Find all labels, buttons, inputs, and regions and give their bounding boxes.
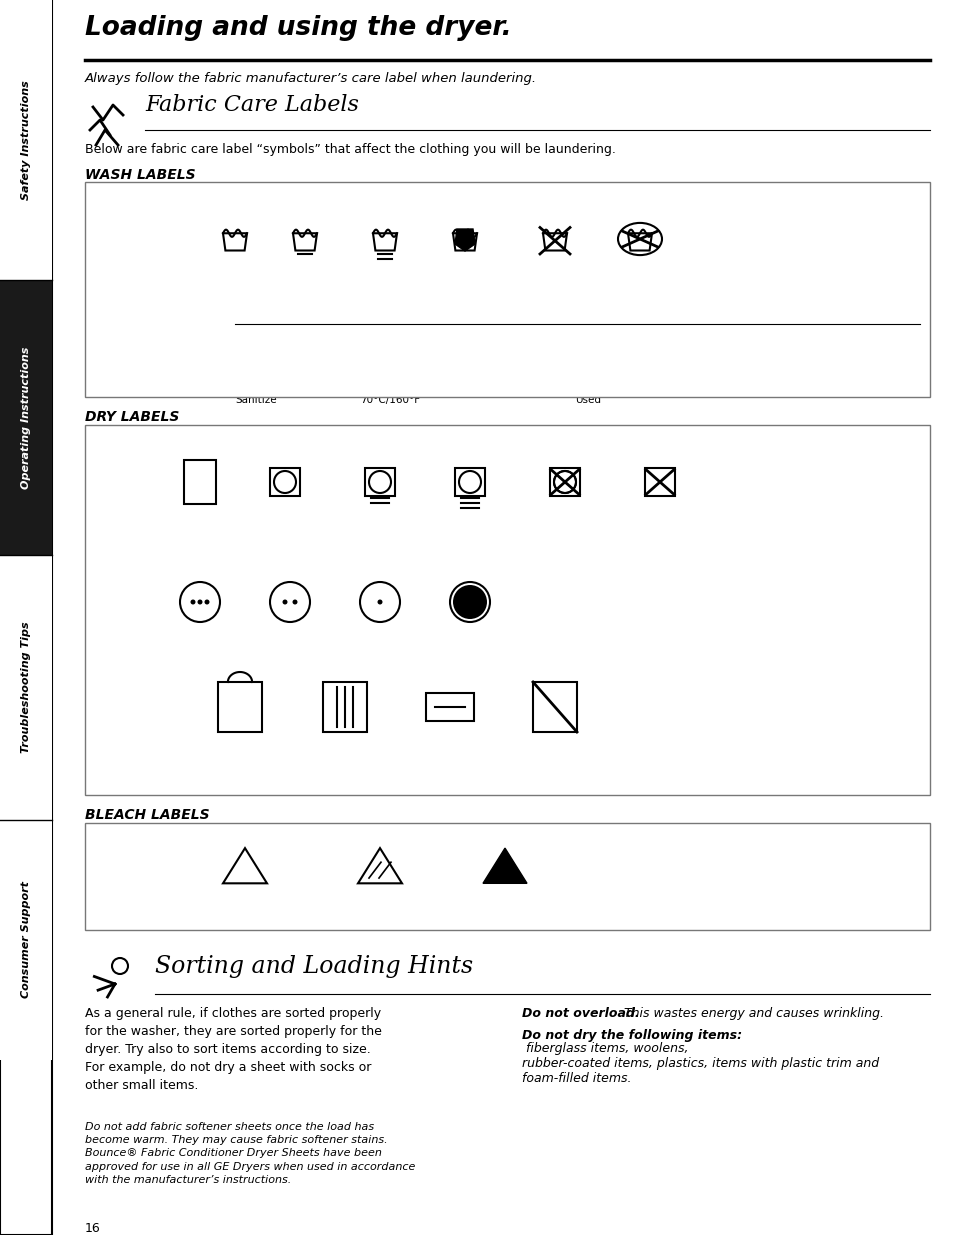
Text: Special
instructions: Special instructions <box>97 655 181 687</box>
Text: In the shade: In the shade <box>526 762 582 771</box>
Text: Gentle/
delicate: Gentle/ delicate <box>452 525 488 545</box>
Text: Used: Used <box>575 380 600 390</box>
Text: Any bleach
(when needed): Any bleach (when needed) <box>211 905 279 925</box>
Bar <box>0 555 52 820</box>
Circle shape <box>453 585 486 619</box>
Text: Drip dry: Drip dry <box>326 762 363 771</box>
Text: Warm: Warm <box>234 366 265 375</box>
Text: Not used: Not used <box>575 335 621 345</box>
Text: 70°C/160°F: 70°C/160°F <box>359 395 419 405</box>
Text: WASH LABELS: WASH LABELS <box>85 168 195 182</box>
Text: Used: Used <box>575 366 600 375</box>
Bar <box>85 823 929 930</box>
Text: Gentle/
delicate: Gentle/ delicate <box>366 277 403 296</box>
Text: Do not bleach: Do not bleach <box>473 905 536 914</box>
Circle shape <box>377 599 382 604</box>
Text: 50°C/120°F: 50°C/120°F <box>359 380 419 390</box>
Text: Line dry/
hang to dry: Line dry/ hang to dry <box>213 762 266 782</box>
Text: Bleach
symbols: Bleach symbols <box>97 832 153 864</box>
Text: Used: Used <box>575 395 600 405</box>
Text: Cold: Cold <box>234 350 258 359</box>
Text: Do not tumble dry: Do not tumble dry <box>523 525 606 534</box>
Bar <box>270 468 300 496</box>
Bar <box>218 682 262 732</box>
Bar <box>0 280 52 555</box>
Text: Operating Instructions: Operating Instructions <box>21 346 30 489</box>
Circle shape <box>197 599 202 604</box>
Text: Category: Category <box>234 308 282 317</box>
Bar <box>0 820 52 1060</box>
Bar <box>0 0 52 280</box>
Circle shape <box>282 599 287 604</box>
Text: Permanent Press/
wrinkle resistant: Permanent Press/ wrinkle resistant <box>265 277 344 296</box>
Text: Do not dry
(used with
do not wash): Do not dry (used with do not wash) <box>630 525 689 555</box>
Text: This wastes energy and causes wrinkling.: This wastes energy and causes wrinkling. <box>619 1007 883 1020</box>
Bar <box>425 693 474 721</box>
Text: Do not add fabric softener sheets once the load has
become warm. They may cause : Do not add fabric softener sheets once t… <box>85 1123 415 1184</box>
Text: Do not wring: Do not wring <box>610 277 668 287</box>
Text: Target: Target <box>359 300 397 310</box>
Bar <box>644 468 675 496</box>
Bar <box>0 0 52 1235</box>
Circle shape <box>191 599 195 604</box>
Text: Dry: Dry <box>192 525 208 534</box>
Text: Inlet Water Temperature: Inlet Water Temperature <box>359 335 486 345</box>
Bar <box>549 468 579 496</box>
Text: Normal: Normal <box>269 525 301 534</box>
Text: Permanent Press/
wrinkle resistant: Permanent Press/ wrinkle resistant <box>340 525 419 545</box>
Text: Only non-chlorine bleach
(when needed): Only non-chlorine bleach (when needed) <box>323 905 436 925</box>
Text: BLEACH LABELS: BLEACH LABELS <box>85 808 210 823</box>
Text: 16: 16 <box>85 1221 101 1235</box>
Text: Do not wash: Do not wash <box>526 277 582 287</box>
Bar <box>533 682 577 732</box>
Text: Tumble
dry: Tumble dry <box>97 435 150 467</box>
Text: Loading and using the dryer.: Loading and using the dryer. <box>85 15 511 41</box>
Bar <box>184 459 215 504</box>
Text: As a general rule, if clothes are sorted properly
for the washer, they are sorte: As a general rule, if clothes are sorted… <box>85 1007 381 1092</box>
Text: Low: Low <box>371 645 389 655</box>
Text: Always follow the fabric manufacturer’s care label when laundering.: Always follow the fabric manufacturer’s … <box>85 72 537 85</box>
Text: Machine
wash
cycle: Machine wash cycle <box>97 191 157 242</box>
Text: Below are fabric care label “symbols” that affect the clothing you will be laund: Below are fabric care label “symbols” th… <box>85 143 616 156</box>
Circle shape <box>293 599 297 604</box>
Text: Consumer Support: Consumer Support <box>21 882 30 999</box>
Text: Troubleshooting Tips: Troubleshooting Tips <box>21 621 30 753</box>
Text: Front load
target water
temperature: Front load target water temperature <box>97 296 185 348</box>
Text: Sanitize: Sanitize <box>234 395 276 405</box>
Text: Hot: Hot <box>234 380 253 390</box>
Text: Tap Cold: Tap Cold <box>234 335 279 345</box>
Text: fiberglass items, woolens,
rubber-coated items, plastics, items with plastic tri: fiberglass items, woolens, rubber-coated… <box>521 1042 879 1086</box>
Bar <box>85 425 929 795</box>
Bar <box>364 468 395 496</box>
Polygon shape <box>482 848 526 883</box>
Text: Normal: Normal <box>218 277 251 287</box>
Text: 27°C/80°F: 27°C/80°F <box>359 350 414 359</box>
Bar <box>85 182 929 396</box>
Text: Do not dry the following items:: Do not dry the following items: <box>521 1029 741 1042</box>
Text: Heat
setting: Heat setting <box>97 555 146 587</box>
Text: Fabric Care Labels: Fabric Care Labels <box>145 94 358 116</box>
Text: Automatic: Automatic <box>575 300 635 310</box>
Polygon shape <box>455 228 475 251</box>
Bar <box>323 682 367 732</box>
Text: Safety Instructions: Safety Instructions <box>21 80 30 200</box>
Text: High: High <box>190 645 211 655</box>
Text: Dry flat: Dry flat <box>433 762 466 771</box>
Text: Water Temperature: Water Temperature <box>359 311 474 321</box>
Text: Used: Used <box>575 350 600 359</box>
Text: No heat/air: No heat/air <box>444 645 495 655</box>
Bar <box>455 468 485 496</box>
Text: DRY LABELS: DRY LABELS <box>85 410 179 424</box>
Text: Do not overload.: Do not overload. <box>521 1007 639 1020</box>
Circle shape <box>204 599 210 604</box>
Text: 40°C/105°F: 40°C/105°F <box>359 366 419 375</box>
Text: Medium: Medium <box>272 645 308 655</box>
Text: Temperature Control: Temperature Control <box>575 311 697 321</box>
Text: Hand wash: Hand wash <box>439 277 490 287</box>
Text: Sorting and Loading Hints: Sorting and Loading Hints <box>154 956 473 978</box>
